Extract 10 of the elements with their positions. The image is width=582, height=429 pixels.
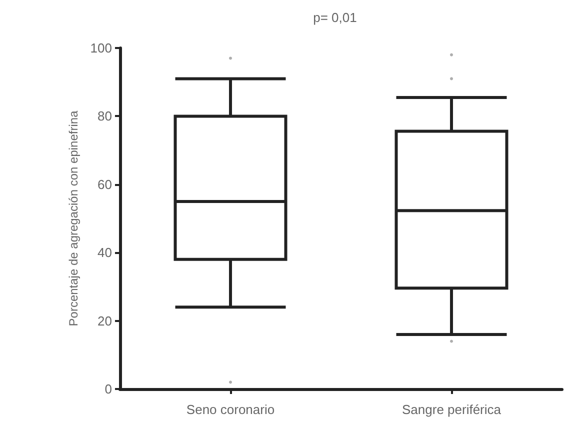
y-tick-label: 60 xyxy=(98,176,112,192)
x-tick-label: Sangre periférica xyxy=(402,402,502,417)
x-tick-label: Seno coronario xyxy=(186,402,275,417)
y-tick-label: 100 xyxy=(90,40,112,56)
y-tick-label: 20 xyxy=(98,313,112,328)
chart-title: p= 0,01 xyxy=(313,10,357,25)
y-tick-label: 40 xyxy=(98,245,112,260)
y-tick-label: 0 xyxy=(104,382,112,396)
y-axis-title: Porcentaje de agregación con epinefrina xyxy=(66,110,80,326)
y-tick-label: 80 xyxy=(98,108,112,124)
